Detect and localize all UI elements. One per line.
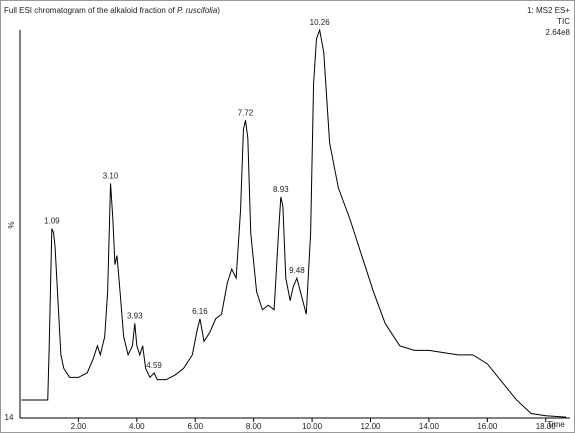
title-part: P. ruscifolia bbox=[177, 6, 218, 15]
peak-label: 3.93 bbox=[127, 311, 143, 320]
chart-title: Full ESI chromatogram of the alkaloid fr… bbox=[4, 6, 220, 15]
peak-label: 3.10 bbox=[103, 172, 119, 181]
title-part: Full ESI chromatogram of the alkaloid fr… bbox=[4, 6, 177, 15]
peak-label: 1.09 bbox=[44, 217, 60, 226]
info-text: TIC bbox=[557, 17, 570, 26]
info-text: 1: MS2 ES+ bbox=[527, 6, 570, 15]
peak-label: 6.16 bbox=[192, 307, 208, 316]
x-axis-label: Time bbox=[547, 420, 565, 429]
title-part: ) bbox=[217, 6, 220, 15]
peak-label: 10.26 bbox=[310, 18, 331, 27]
peak-label: 8.93 bbox=[273, 185, 289, 194]
x-tick-label: 18.00 bbox=[536, 422, 557, 431]
info-text: 2.64e8 bbox=[546, 28, 571, 37]
x-tick-label: 2.00 bbox=[71, 422, 87, 431]
x-tick-label: 8.00 bbox=[246, 422, 262, 431]
y-axis-label: % bbox=[7, 221, 16, 228]
x-tick-label: 4.00 bbox=[129, 422, 145, 431]
peak-label: 4.59 bbox=[146, 361, 162, 370]
x-tick-label: 12.00 bbox=[360, 422, 381, 431]
y-min-label: 14 bbox=[5, 413, 14, 422]
peak-label: 7.72 bbox=[238, 108, 254, 117]
trace bbox=[21, 28, 567, 418]
x-tick-label: 6.00 bbox=[187, 422, 203, 431]
x-tick-label: 14.00 bbox=[419, 422, 440, 431]
peak-label: 9.48 bbox=[289, 266, 305, 275]
x-tick-label: 16.00 bbox=[477, 422, 498, 431]
x-tick-label: 10.00 bbox=[302, 422, 323, 431]
